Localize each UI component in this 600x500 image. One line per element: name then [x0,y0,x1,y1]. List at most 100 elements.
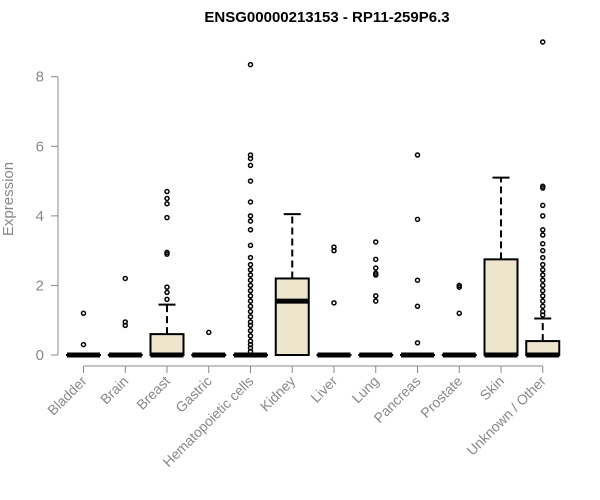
outlier-point [247,308,254,315]
outlier-point [247,199,254,205]
outlier-point [164,214,170,221]
outlier-point [414,277,421,283]
box-bladder [66,310,101,358]
outlier-point [247,287,254,294]
outlier-point [247,155,254,162]
outlier-point [247,267,254,273]
outlier-point [122,322,128,329]
category-label: Skin [477,373,508,404]
outlier-point [540,282,546,289]
y-tick-label: 6 [36,138,44,155]
outlier-point [247,348,254,355]
box-series [66,39,561,358]
outlier-point [164,284,170,290]
outlier-point [164,195,170,202]
outlier-point [247,213,254,219]
outlier-point [247,254,254,261]
outlier-point [540,247,546,254]
outlier-point [540,240,546,247]
outlier-point [456,284,462,290]
box-gastric [191,329,227,358]
outlier-point [540,254,546,261]
box-body [149,333,185,356]
outlier-point [247,277,254,283]
outlier-point [164,251,170,257]
outlier-point [247,242,254,249]
outlier-point [247,178,254,184]
y-tick-label: 8 [36,69,44,86]
category-label: Prostate [417,373,465,421]
outlier-point [164,296,170,303]
box-unknown-other [525,39,561,358]
outlier-point [540,267,546,273]
y-tick-label: 0 [36,347,44,364]
outlier-point [80,341,87,348]
outlier-point [540,39,546,45]
box-brain [107,275,143,358]
outlier-point [414,216,421,223]
chart-title: ENSG00000213153 - RP11-259P6.3 [204,9,449,26]
outlier-point [164,200,170,207]
box-skin [483,176,519,358]
outlier-point [247,322,254,329]
box-lung [358,239,394,358]
outlier-point [414,303,421,310]
category-label: Kidney [257,373,299,415]
outlier-point [331,300,337,306]
box-prostate [441,282,477,358]
outlier-point [414,152,421,158]
outlier-point [247,272,254,278]
outlier-point [331,247,337,254]
box-liver [316,244,352,358]
outlier-point [164,188,170,195]
outlier-point [540,232,546,238]
outlier-point [247,303,254,310]
y-axis: 0 2 4 6 8 [36,69,59,364]
outlier-point [373,272,379,278]
box-breast [149,188,185,358]
outlier-point [540,202,546,209]
outlier-point [247,282,254,289]
y-tick-label: 2 [36,277,44,294]
outlier-point [540,293,546,299]
box-pancreas [400,152,435,358]
box-hematopoietic-cells [233,61,268,358]
outlier-point [247,227,254,233]
box-kidney [274,213,310,357]
category-label: Liver [307,373,340,406]
outlier-point [247,298,254,304]
y-tick-label: 4 [36,208,44,225]
outlier-point [247,218,254,224]
box-body [274,277,310,357]
outlier-point [540,213,546,219]
outlier-point [540,287,546,294]
outlier-point [164,289,170,296]
outlier-point [247,61,254,68]
outlier-point [540,303,546,310]
outlier-point [540,312,546,318]
outlier-point [414,340,421,346]
outlier-point [206,329,212,336]
category-label: Bladder [44,373,90,419]
outlier-point [540,298,546,304]
outlier-point [540,227,546,233]
outlier-point [80,310,87,317]
outlier-point [247,293,254,299]
outlier-point [373,293,379,299]
outlier-point [247,261,254,268]
outlier-point [373,256,379,263]
outlier-point [540,261,546,268]
outlier-point [540,277,546,283]
category-label: Lung [349,373,382,406]
box-body [483,258,519,357]
y-axis-label: Expression [0,162,17,236]
outlier-point [247,327,254,334]
category-label: Breast [133,373,173,413]
outlier-point [247,313,254,320]
outlier-point [247,333,254,339]
outlier-point [373,298,379,304]
outlier-point [247,162,254,169]
outlier-point [456,310,462,317]
